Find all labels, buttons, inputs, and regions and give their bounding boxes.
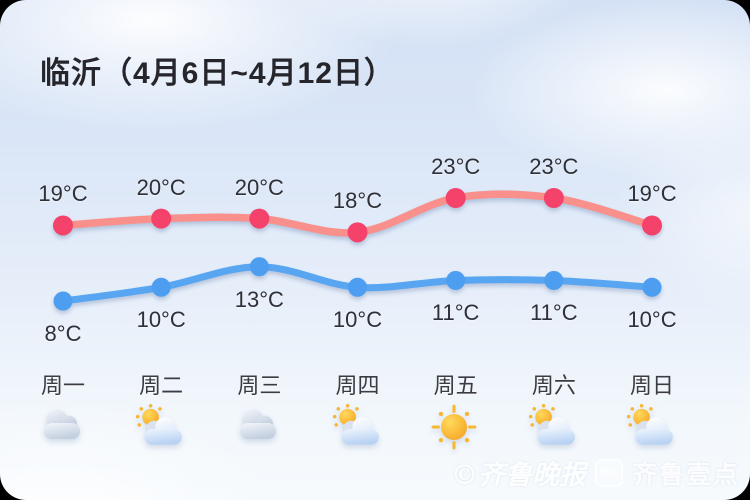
weather-icon-sunny	[428, 402, 484, 452]
low-temp-label: 11°C	[530, 300, 578, 326]
high-temp-label: 18°C	[332, 188, 383, 214]
day-label-5: 周五	[433, 373, 478, 398]
partly-cloudy-icon	[626, 403, 673, 445]
watermark-brand: 齐鲁壹点	[631, 460, 740, 489]
low-temp-label: 8°C	[44, 321, 82, 347]
low-temp-point	[446, 270, 466, 290]
day-label-7: 周日	[630, 373, 675, 398]
low-temp-label: 10°C	[627, 307, 677, 333]
high-temp-label: 19°C	[38, 181, 88, 207]
low-temp-label: 13°C	[234, 286, 284, 312]
high-temp-point	[53, 215, 73, 236]
day-label-6: 周六	[531, 373, 576, 398]
watermark-press-name: ©齐鲁晚报	[450, 460, 586, 491]
watermark-app-icon: 壹点	[594, 458, 623, 487]
high-temp-point	[445, 188, 466, 208]
partly-cloudy-icon	[136, 403, 182, 445]
low-temp-point	[249, 257, 269, 277]
low-temp-point	[53, 291, 73, 311]
partly-cloudy-icon	[332, 403, 379, 445]
high-temp-label: 19°C	[627, 181, 677, 207]
weather-icon-partly-cloudy	[526, 402, 582, 452]
low-temp-label: 10°C	[136, 307, 186, 333]
low-temp-label: 11°C	[431, 300, 480, 326]
high-temp-label: 20°C	[234, 174, 284, 200]
weather-icon-partly-cloudy	[330, 402, 386, 452]
high-temp-point	[249, 208, 270, 229]
weather-icon-partly-cloudy	[133, 402, 189, 452]
low-temp-point	[151, 277, 171, 297]
high-temp-point	[642, 215, 663, 236]
low-temp-point	[348, 277, 368, 297]
watermark-app-icon-label: 壹点	[599, 467, 618, 477]
day-label-2: 周二	[139, 373, 184, 398]
high-temp-point	[347, 222, 368, 243]
partly-cloudy-icon	[528, 403, 575, 445]
high-temp-label: 23°C	[529, 154, 579, 179]
day-label-3: 周三	[237, 373, 282, 398]
cloudy-icon	[44, 409, 80, 439]
low-temp-label: 10°C	[332, 307, 383, 333]
day-label-4: 周四	[335, 373, 380, 398]
weather-icon-partly-cloudy	[624, 402, 680, 452]
high-temp-label: 20°C	[136, 174, 186, 200]
high-temp-point	[543, 188, 564, 208]
weather-icon-cloudy	[35, 402, 91, 452]
day-label-1: 周一	[40, 373, 86, 398]
low-temp-point	[544, 270, 564, 290]
cloudy-icon	[240, 409, 277, 439]
weather-icon-cloudy	[231, 402, 287, 452]
page-title: 临沂（4月6日~4月12日）	[40, 57, 395, 90]
high-temp-point	[151, 208, 172, 229]
sunny-icon	[431, 404, 477, 450]
high-temp-label: 23°C	[431, 154, 481, 179]
low-temp-point	[642, 277, 662, 297]
watermark: ©齐鲁晚报 壹点 齐鲁壹点	[451, 453, 740, 492]
